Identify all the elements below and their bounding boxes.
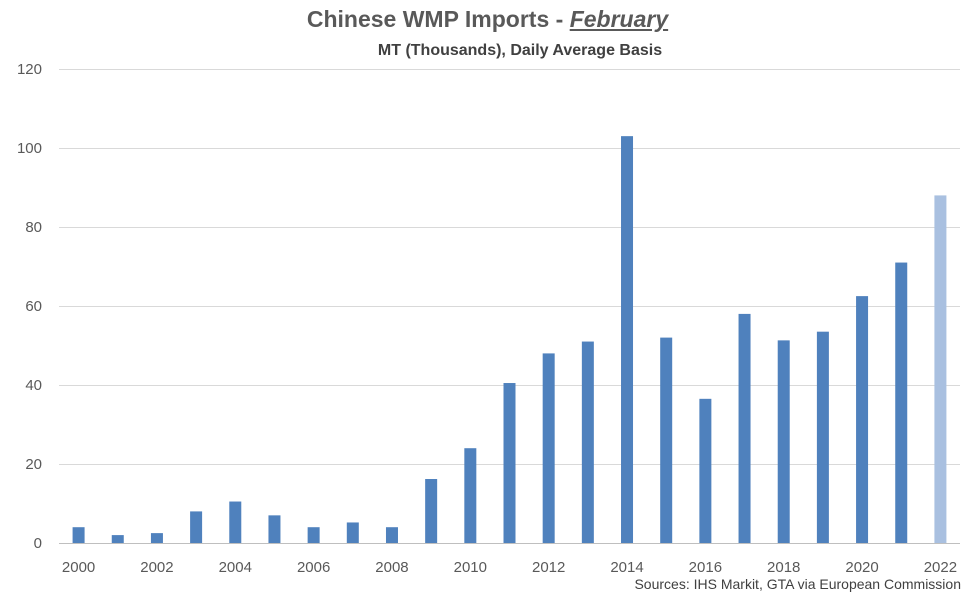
source-note: Sources: IHS Markit, GTA via European Co… — [634, 576, 961, 592]
bar-2015 — [660, 337, 673, 543]
y-tick-label: 40 — [25, 377, 42, 394]
bar-2003 — [190, 511, 203, 543]
bar-2018 — [777, 340, 790, 543]
bar-2000 — [72, 527, 85, 543]
y-tick-label: 80 — [25, 219, 42, 236]
bar-2021 — [895, 262, 908, 543]
x-tick-label: 2004 — [219, 559, 252, 576]
x-axis-ticks: 2000 2002 2004 2006 2008 2010 2012 2014 2016 2018… — [62, 559, 957, 576]
x-tick-label: 2016 — [689, 559, 722, 576]
chart-title-main: Chinese WMP Imports - — [306, 6, 570, 32]
bar-2016 — [699, 398, 712, 543]
chart-title: Chinese WMP Imports - February — [0, 6, 975, 33]
x-tick-label: 2008 — [375, 559, 408, 576]
x-tick-label: 2000 — [62, 559, 95, 576]
chart-subtitle: MT (Thousands), Daily Average Basis — [377, 42, 663, 59]
chart-title-emphasis: February — [569, 6, 669, 32]
bar-2001 — [111, 535, 124, 543]
bar-2022 — [934, 195, 947, 543]
bar-2014 — [621, 136, 634, 543]
x-tick-label: 2018 — [767, 559, 800, 576]
bar-2011 — [503, 383, 516, 543]
y-tick-label: 20 — [25, 456, 42, 473]
x-tick-label: 2002 — [140, 559, 173, 576]
y-tick-label: 60 — [25, 298, 42, 315]
bar-2020 — [856, 296, 869, 543]
x-tick-label: 2014 — [610, 559, 643, 576]
bar-2004 — [229, 501, 242, 543]
y-tick-label: 120 — [17, 61, 42, 78]
x-tick-label: 2022 — [924, 559, 957, 576]
bar-2012 — [542, 353, 555, 543]
x-tick-label: 2010 — [454, 559, 487, 576]
x-tick-label: 2006 — [297, 559, 330, 576]
x-tick-label: 2012 — [532, 559, 565, 576]
bar-2013 — [581, 341, 594, 543]
y-tick-label: 100 — [17, 140, 42, 157]
bar-2017 — [738, 313, 751, 543]
bar-2010 — [464, 448, 477, 543]
bar-2008 — [385, 527, 398, 543]
bar-2002 — [150, 533, 163, 543]
bar-2007 — [346, 522, 359, 543]
bar-2019 — [816, 331, 829, 543]
x-tick-label: 2020 — [845, 559, 878, 576]
bar-2005 — [268, 515, 281, 543]
y-axis-ticks: 0 20 40 60 80 100 120 — [17, 61, 42, 552]
y-tick-label: 0 — [34, 535, 42, 552]
bars — [72, 136, 947, 543]
bar-2009 — [425, 479, 438, 543]
bar-2006 — [307, 527, 320, 543]
